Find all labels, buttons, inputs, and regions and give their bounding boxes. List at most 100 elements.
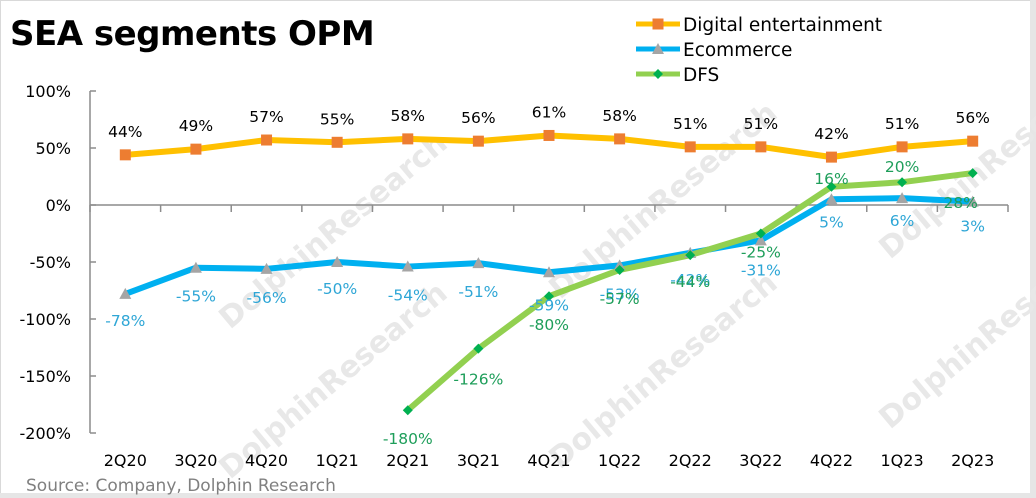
triangle-marker <box>189 261 202 273</box>
data-label: -78% <box>105 312 145 330</box>
triangle-marker <box>652 43 664 54</box>
data-label: 6% <box>890 212 915 230</box>
data-label: 3% <box>960 218 985 236</box>
triangle-marker <box>825 193 838 205</box>
chart-title: SEA segments OPM <box>10 14 375 54</box>
triangle-marker <box>543 266 555 278</box>
data-label: 58% <box>602 107 636 125</box>
data-label: 51% <box>885 115 919 133</box>
y-tick-label: -50% <box>30 253 71 272</box>
data-label: -42% <box>670 271 710 289</box>
data-label: -180% <box>383 430 433 448</box>
x-tick-label: 1Q23 <box>881 451 924 470</box>
triangle-marker <box>966 195 979 207</box>
data-label: -56% <box>247 289 287 307</box>
data-label: -44% <box>670 273 710 291</box>
diamond-marker <box>826 181 837 192</box>
watermark-text: DolphinResearch <box>543 265 785 476</box>
data-label: -55% <box>176 288 216 306</box>
square-marker <box>967 135 979 147</box>
data-label: -126% <box>453 371 503 389</box>
data-label: 57% <box>249 108 283 126</box>
legend-label: DFS <box>683 65 719 86</box>
data-label: 42% <box>814 125 848 143</box>
square-marker <box>652 18 664 30</box>
square-marker <box>825 151 837 163</box>
x-tick-label: 4Q22 <box>810 451 853 470</box>
y-tick-label: 100% <box>25 82 71 101</box>
data-label: -54% <box>388 287 428 305</box>
square-marker <box>543 129 555 141</box>
triangle-marker <box>331 256 344 267</box>
data-label: 20% <box>885 158 919 176</box>
triangle-marker <box>260 262 273 274</box>
data-label: 16% <box>814 170 848 188</box>
x-tick-label: 2Q22 <box>669 451 712 470</box>
diamond-marker <box>897 177 908 188</box>
legend-item-dfs: DFS <box>636 65 719 86</box>
data-label: 51% <box>673 115 707 133</box>
square-marker <box>472 135 484 147</box>
diamond-marker <box>544 291 554 302</box>
data-labels: 44% 49% 57% 55% 58% 56% 61% 58% 51% 51% 42% 51% 56% -… <box>105 103 990 448</box>
x-tick-label: 4Q21 <box>527 451 570 470</box>
y-tick-label: -200% <box>19 424 71 443</box>
data-label: -25% <box>741 244 781 262</box>
x-tick-label: 1Q22 <box>598 451 641 470</box>
data-label: -80% <box>529 316 569 334</box>
diamond-marker <box>653 69 663 79</box>
triangle-marker <box>754 234 767 246</box>
square-marker <box>331 136 343 148</box>
x-tick-label: 3Q22 <box>739 451 782 470</box>
x-tick-label: 4Q20 <box>245 451 288 470</box>
x-tick-label: 2Q23 <box>951 451 994 470</box>
y-tick-label: -100% <box>19 310 71 329</box>
frame-edge-right <box>1030 0 1036 498</box>
diamond-marker <box>402 405 413 416</box>
data-label: -51% <box>458 283 498 301</box>
x-tick-label: 2Q20 <box>104 451 147 470</box>
square-marker <box>755 141 767 153</box>
frame-edge-bottom <box>0 493 1036 498</box>
data-label: 61% <box>532 103 566 121</box>
triangle-marker <box>472 257 485 269</box>
square-marker <box>684 141 696 153</box>
diamond-marker <box>614 264 625 275</box>
data-label: 44% <box>108 123 142 141</box>
legend-label: Digital entertainment <box>683 15 882 36</box>
data-label: 28% <box>943 194 977 212</box>
diamond-marker <box>755 228 766 239</box>
data-label: -31% <box>741 261 781 279</box>
data-label: 5% <box>819 213 844 231</box>
y-tick-label: -150% <box>19 367 71 386</box>
data-label: 49% <box>179 117 213 135</box>
y-tick-label: 0% <box>46 196 71 215</box>
data-label: 51% <box>744 115 778 133</box>
triangle-marker <box>613 259 626 271</box>
square-marker <box>190 143 202 155</box>
x-tick-label: 3Q20 <box>174 451 217 470</box>
square-marker <box>402 133 414 145</box>
series-markers <box>119 129 979 416</box>
data-label: -50% <box>317 280 357 298</box>
diamond-marker <box>685 250 696 261</box>
axes: 100% 50% 0% -50% -100% -150% -200% 2Q20 3Q20 4Q20… <box>19 82 1009 470</box>
x-tick-label: 2Q21 <box>386 451 429 470</box>
data-label: 56% <box>461 109 495 127</box>
legend-item-ecommerce: Ecommerce <box>636 40 792 61</box>
y-tick-label: 50% <box>35 139 71 158</box>
square-marker <box>896 141 908 153</box>
x-tick-label: 3Q21 <box>457 451 500 470</box>
data-label: -53% <box>600 285 640 303</box>
triangle-marker <box>401 260 414 272</box>
triangle-marker <box>896 192 909 204</box>
legend-label: Ecommerce <box>683 40 792 61</box>
legend: Digital entertainment Ecommerce DFS <box>636 15 882 86</box>
data-label: -57% <box>600 290 640 308</box>
diamond-marker <box>473 343 484 354</box>
data-label: 58% <box>391 107 425 125</box>
square-marker <box>119 149 131 161</box>
legend-item-digital-entertainment: Digital entertainment <box>636 15 882 36</box>
